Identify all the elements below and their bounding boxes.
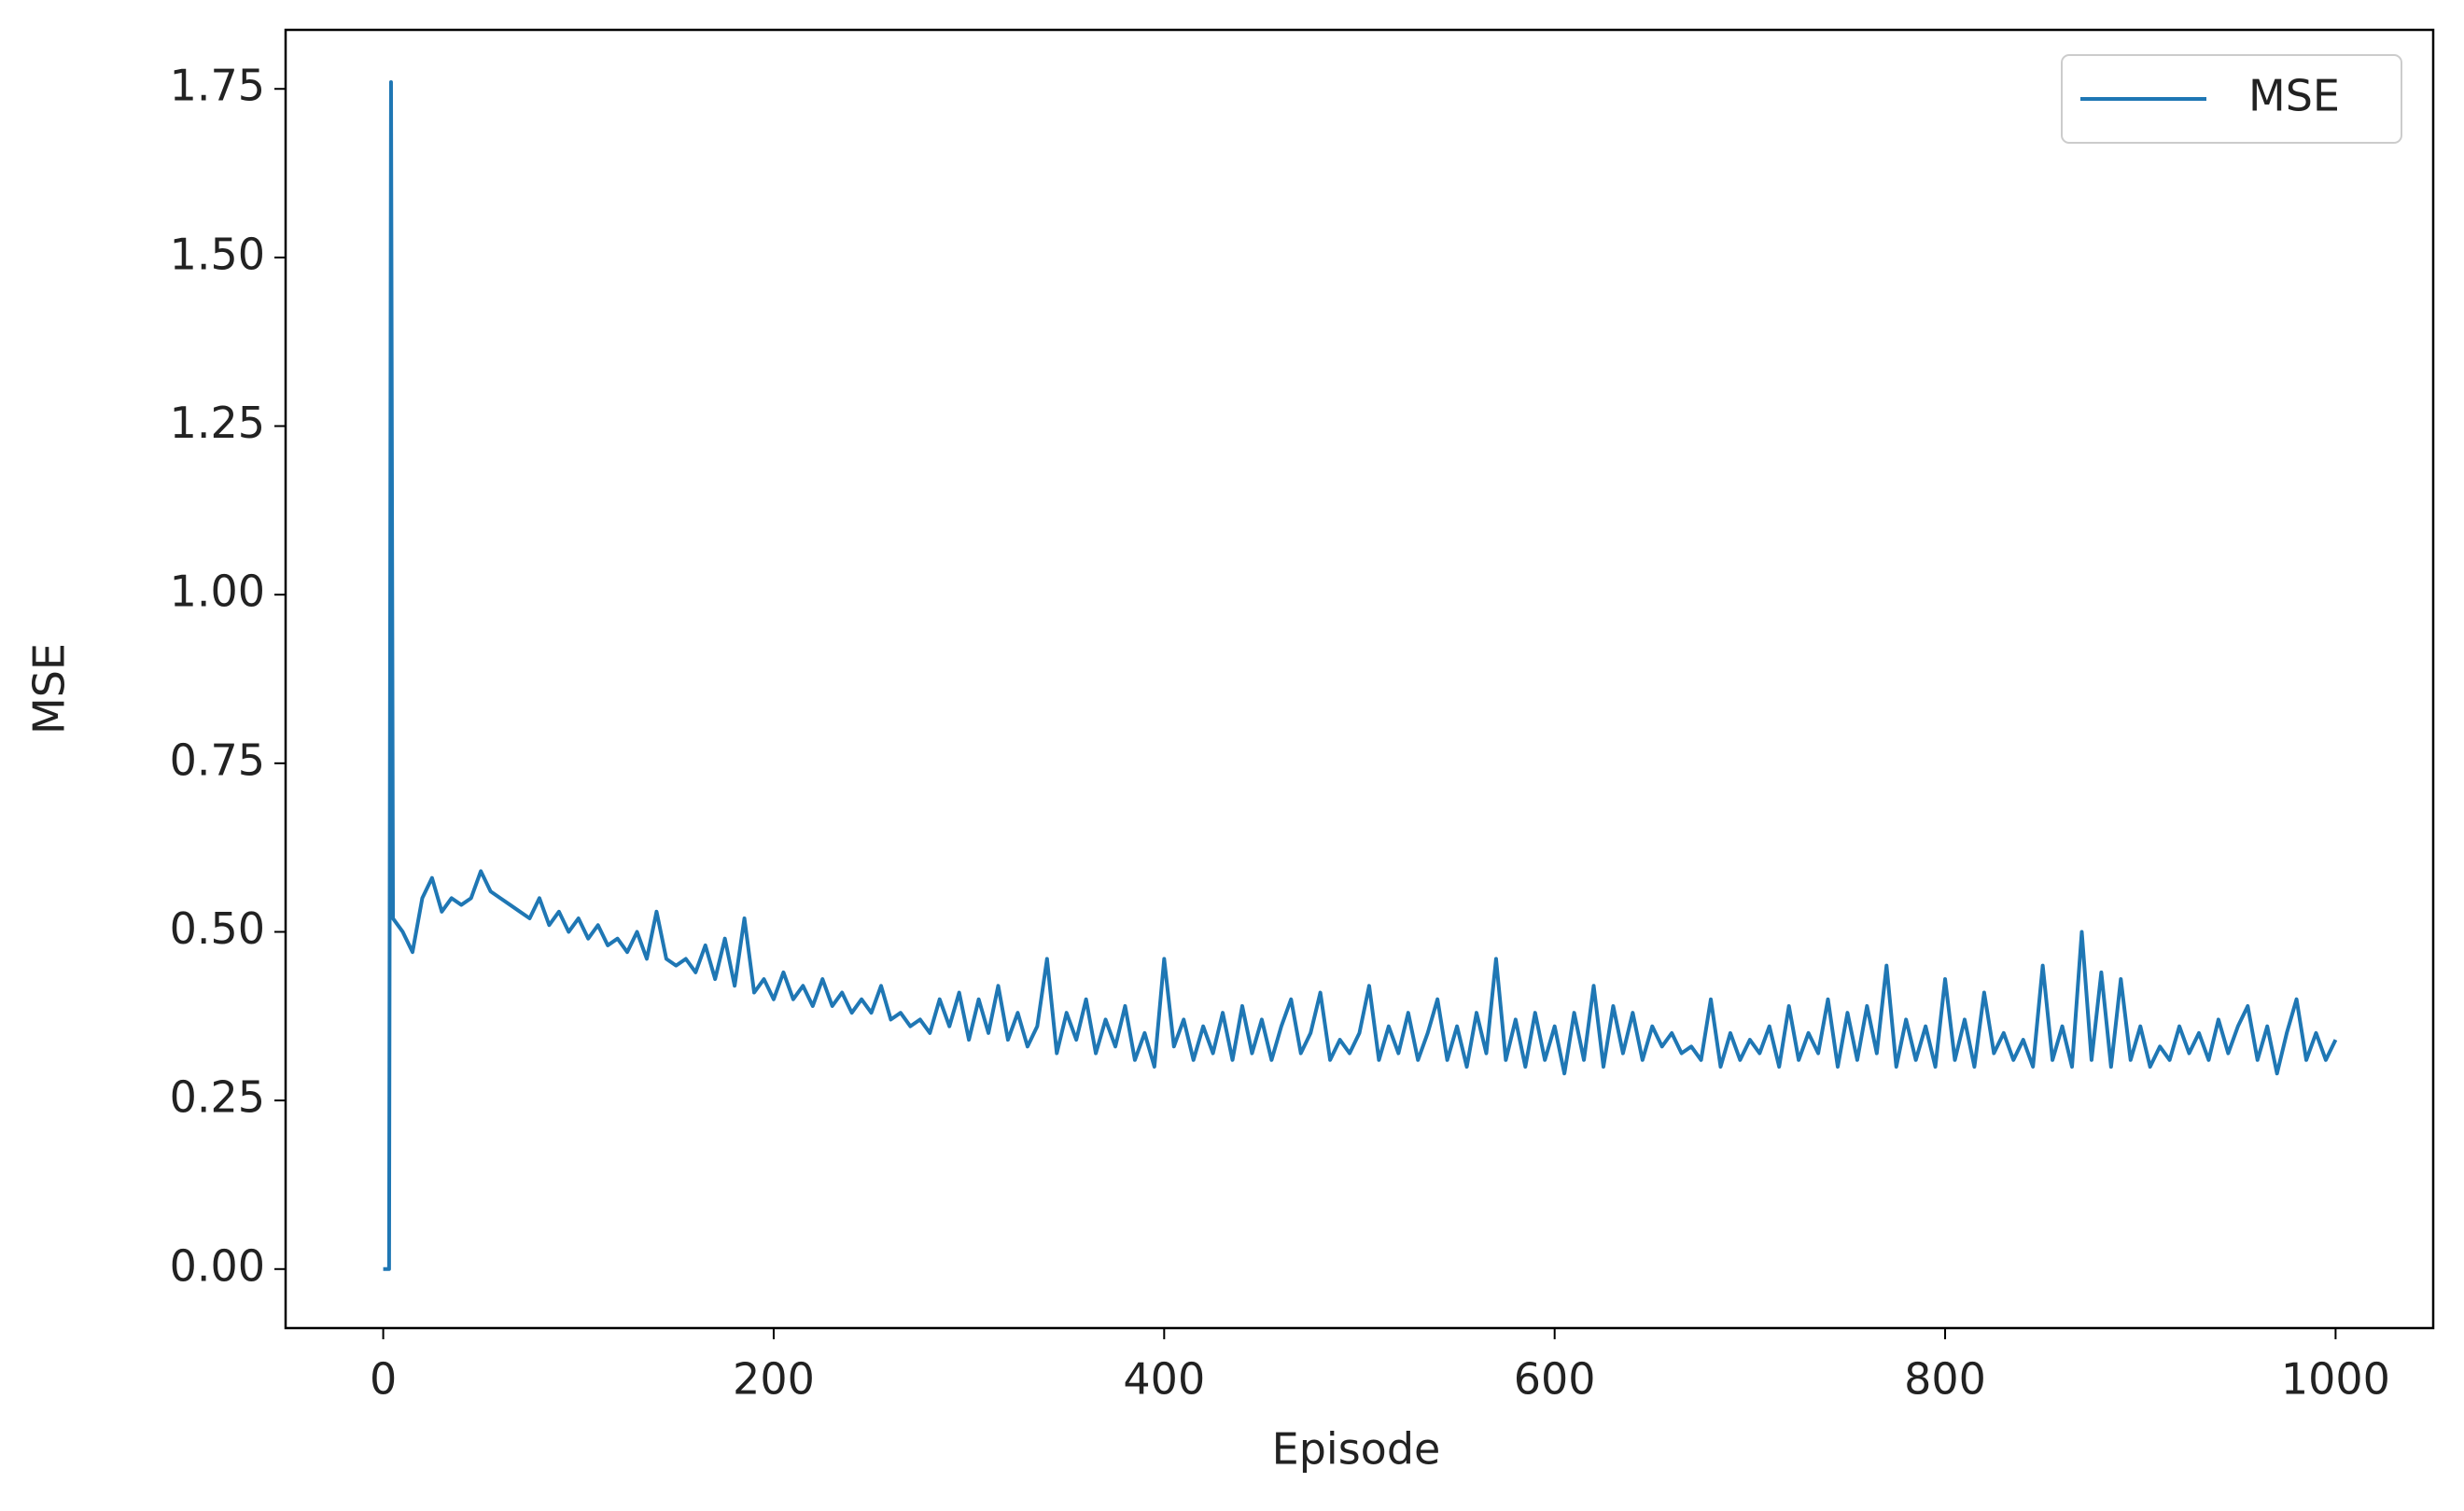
x-tick-label: 0 xyxy=(370,1354,397,1405)
y-axis-label: MSE xyxy=(24,643,75,735)
y-tick-label: 1.25 xyxy=(170,398,265,448)
x-tick-label: 1000 xyxy=(2281,1354,2390,1405)
legend-box xyxy=(2061,54,2402,144)
y-tick-label: 1.75 xyxy=(170,61,265,111)
x-tick-label: 600 xyxy=(1514,1354,1596,1405)
legend-label: MSE xyxy=(2248,71,2340,121)
x-tick-label: 800 xyxy=(1904,1354,1986,1405)
plot-frame xyxy=(284,28,2435,1330)
y-tick-label: 1.00 xyxy=(170,567,265,617)
y-tick-label: 0.50 xyxy=(170,903,265,954)
y-tick-label: 0.25 xyxy=(170,1072,265,1123)
y-tick-label: 0.00 xyxy=(170,1240,265,1291)
x-axis-label: Episode xyxy=(1272,1424,1441,1475)
y-tick-label: 0.75 xyxy=(170,735,265,785)
y-tick-label: 1.50 xyxy=(170,229,265,279)
x-tick-label: 400 xyxy=(1123,1354,1205,1405)
x-tick-label: 200 xyxy=(733,1354,815,1405)
line xyxy=(383,80,2338,1271)
